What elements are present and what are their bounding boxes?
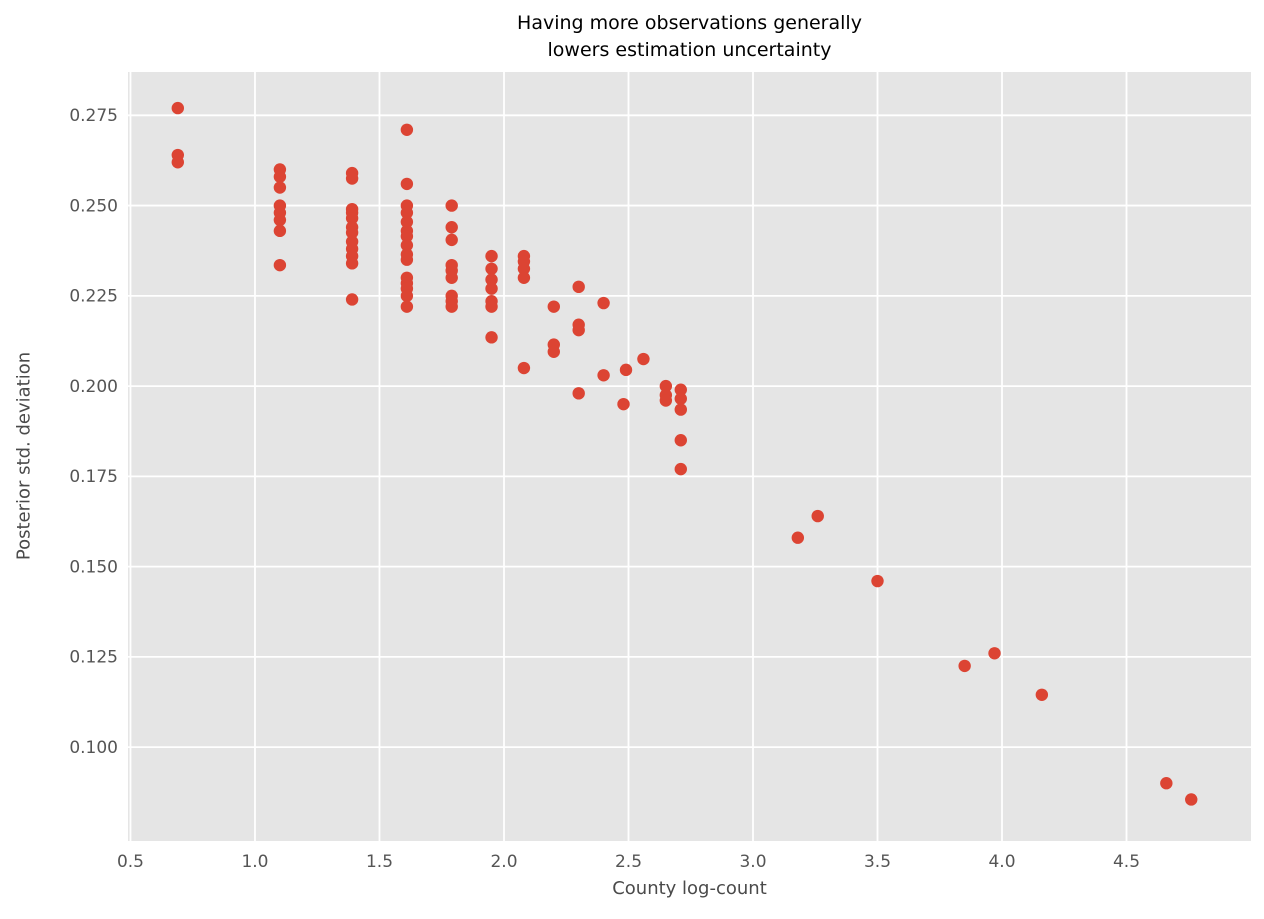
scatter-point (171, 101, 185, 115)
scatter-point (273, 181, 287, 194)
plot-background (128, 72, 1251, 841)
scatter-point (517, 271, 531, 284)
x-tick-label: 2.5 (615, 852, 642, 872)
y-tick-label: 0.200 (69, 377, 118, 397)
scatter-point (1035, 688, 1049, 701)
scatter-point (617, 397, 630, 411)
scatter-point (485, 300, 498, 313)
y-tick-label: 0.125 (69, 648, 118, 668)
scatter-point (1185, 793, 1198, 806)
scatter-point (445, 300, 458, 313)
scatter-point (659, 394, 673, 407)
scatter-point (485, 249, 498, 263)
x-tick-label: 3.0 (739, 852, 766, 872)
scatter-point (547, 300, 560, 313)
scatter-point (517, 361, 531, 375)
scatter-point (791, 531, 805, 544)
scatter-point (547, 345, 560, 359)
scatter-point (171, 156, 185, 169)
scatter-point (273, 258, 287, 272)
y-tick-label: 0.275 (69, 106, 118, 126)
scatter-point (400, 177, 414, 191)
x-axis-label: County log-count (612, 878, 767, 899)
chart-title-line2: lowers estimation uncertainty (547, 39, 832, 61)
x-tick-label: 3.5 (864, 852, 891, 872)
scatter-point (400, 215, 414, 229)
y-tick-label: 0.150 (69, 557, 118, 577)
scatter-point (485, 273, 498, 286)
x-tick-label: 0.5 (117, 852, 144, 872)
scatter-point (597, 369, 610, 382)
scatter-point (517, 262, 531, 275)
y-tick-label: 0.175 (69, 467, 118, 487)
scatter-point (400, 239, 414, 252)
scatter-point (445, 271, 458, 284)
scatter-point (445, 221, 458, 234)
scatter-point (345, 293, 359, 306)
scatter-point (400, 300, 414, 313)
x-tick-label: 4.5 (1113, 852, 1140, 872)
y-tick-label: 0.250 (69, 196, 118, 216)
scatter-point (345, 226, 359, 239)
scatter-point (273, 170, 287, 183)
scatter-point (345, 257, 359, 270)
chart-title-line1: Having more observations generally (517, 12, 862, 34)
scatter-point (400, 253, 414, 266)
scatter-point (1160, 777, 1173, 790)
scatter-point (400, 289, 414, 303)
scatter-point (485, 262, 498, 275)
scatter-point (958, 659, 971, 673)
scatter-point (988, 647, 1001, 660)
scatter-point (273, 224, 287, 238)
scatter-point (674, 392, 687, 405)
y-axis-label: Posterior std. deviation (13, 351, 35, 561)
y-tick-label: 0.100 (69, 738, 118, 758)
scatter-point (572, 280, 585, 294)
scatter-point (674, 462, 687, 476)
scatter-point (871, 574, 884, 588)
scatter-point (485, 282, 498, 295)
scatter-point (619, 363, 633, 377)
scatter-point (345, 172, 359, 185)
scatter-point (572, 323, 585, 337)
scatter-point (637, 352, 650, 366)
x-tick-label: 2.0 (490, 852, 517, 872)
scatter-point (400, 230, 414, 243)
scatter-point (400, 206, 414, 220)
scatter-point (445, 233, 458, 247)
scatter-point (273, 213, 287, 227)
scatter-point (445, 199, 458, 212)
scatter-point (674, 434, 687, 447)
y-tick-label: 0.225 (69, 287, 118, 307)
scatter-point (674, 403, 687, 416)
scatter-point (659, 379, 673, 393)
x-tick-label: 1.5 (366, 852, 393, 872)
x-tick-label: 4.0 (988, 852, 1015, 872)
scatter-point (485, 331, 498, 344)
x-tick-label: 1.0 (241, 852, 268, 872)
scatter-point (597, 296, 610, 310)
scatter-point (811, 509, 824, 523)
scatter-point (400, 123, 414, 136)
chart-title: Having more observations generally lower… (128, 10, 1251, 64)
scatter-point (572, 387, 585, 400)
scatter-point (345, 212, 359, 225)
scatter-point (674, 383, 687, 396)
